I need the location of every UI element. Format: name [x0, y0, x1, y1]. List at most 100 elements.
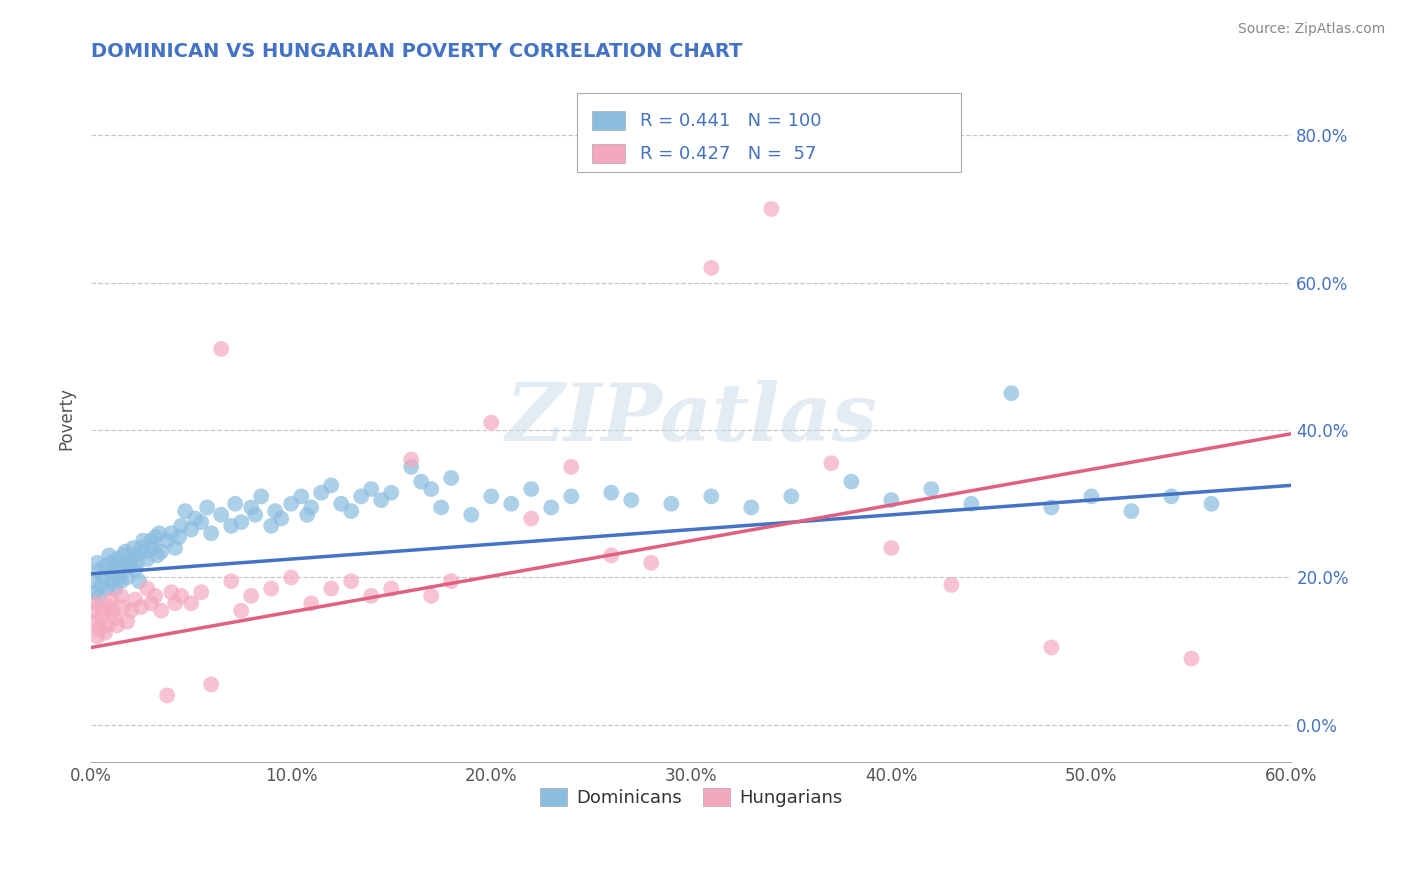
- Point: [82, 574, 104, 589]
- Point: [250, 489, 273, 503]
- Point: [941, 578, 963, 592]
- Point: [132, 533, 155, 548]
- Point: [148, 526, 170, 541]
- Point: [156, 533, 179, 548]
- Point: [104, 582, 127, 596]
- Point: [659, 497, 682, 511]
- Point: [290, 489, 312, 503]
- Point: [299, 500, 322, 515]
- Point: [141, 596, 163, 610]
- Point: [127, 556, 149, 570]
- Point: [143, 530, 166, 544]
- Legend: Dominicans, Hungarians: Dominicans, Hungarians: [533, 780, 851, 814]
- Point: [98, 549, 121, 563]
- Point: [200, 677, 222, 691]
- Point: [600, 485, 623, 500]
- Point: [820, 456, 842, 470]
- Point: [280, 570, 302, 584]
- Point: [101, 566, 124, 581]
- Point: [190, 515, 212, 529]
- Point: [260, 519, 283, 533]
- Point: [112, 599, 135, 614]
- Point: [101, 604, 124, 618]
- Point: [520, 482, 543, 496]
- Point: [124, 549, 146, 563]
- FancyBboxPatch shape: [578, 94, 962, 172]
- Point: [118, 559, 141, 574]
- Point: [122, 541, 145, 555]
- Point: [880, 541, 903, 555]
- Point: [91, 570, 114, 584]
- Point: [440, 471, 463, 485]
- Point: [540, 500, 562, 515]
- Point: [128, 574, 150, 589]
- Point: [200, 526, 222, 541]
- Point: [219, 519, 242, 533]
- Text: DOMINICAN VS HUNGARIAN POVERTY CORRELATION CHART: DOMINICAN VS HUNGARIAN POVERTY CORRELATI…: [91, 42, 742, 61]
- Point: [1040, 640, 1063, 655]
- Point: [150, 604, 173, 618]
- Point: [89, 622, 111, 636]
- Point: [460, 508, 482, 522]
- Point: [1160, 489, 1182, 503]
- Point: [1040, 500, 1063, 515]
- Point: [129, 541, 152, 555]
- Point: [142, 541, 165, 555]
- Point: [270, 511, 292, 525]
- Point: [104, 559, 127, 574]
- Point: [430, 500, 453, 515]
- Point: [90, 578, 112, 592]
- Point: [124, 592, 146, 607]
- FancyBboxPatch shape: [592, 112, 626, 130]
- Point: [89, 563, 111, 577]
- Point: [141, 533, 163, 548]
- Point: [112, 549, 135, 563]
- Point: [100, 574, 122, 589]
- Point: [560, 459, 582, 474]
- Point: [880, 493, 903, 508]
- Point: [84, 615, 107, 629]
- Point: [360, 589, 382, 603]
- Point: [479, 489, 502, 503]
- Point: [90, 611, 112, 625]
- Point: [330, 497, 353, 511]
- Point: [143, 589, 166, 603]
- Point: [321, 582, 343, 596]
- Point: [1201, 497, 1223, 511]
- Point: [115, 570, 138, 584]
- Point: [160, 585, 183, 599]
- Point: [245, 508, 267, 522]
- Point: [136, 582, 159, 596]
- Point: [219, 574, 242, 589]
- Point: [1180, 651, 1202, 665]
- Point: [184, 511, 207, 525]
- Point: [1121, 504, 1143, 518]
- Point: [120, 552, 142, 566]
- Point: [84, 585, 107, 599]
- Point: [380, 582, 402, 596]
- Point: [82, 604, 104, 618]
- Point: [114, 544, 136, 558]
- Point: [134, 544, 156, 558]
- Point: [98, 599, 121, 614]
- Point: [420, 482, 443, 496]
- Point: [120, 604, 142, 618]
- Point: [440, 574, 463, 589]
- Point: [501, 497, 523, 511]
- Point: [340, 574, 363, 589]
- Point: [960, 497, 983, 511]
- Point: [350, 489, 373, 503]
- Point: [86, 630, 108, 644]
- Point: [841, 475, 863, 489]
- Point: [195, 500, 218, 515]
- Point: [96, 582, 118, 596]
- Point: [380, 485, 402, 500]
- Point: [761, 202, 783, 216]
- Point: [174, 504, 197, 518]
- Point: [240, 589, 263, 603]
- Point: [224, 497, 246, 511]
- Point: [260, 582, 283, 596]
- Point: [89, 589, 111, 603]
- Point: [520, 511, 543, 525]
- Point: [231, 604, 253, 618]
